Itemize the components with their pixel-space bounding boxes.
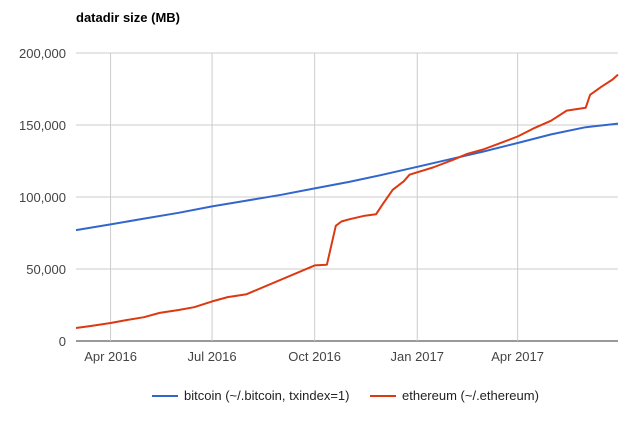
y-tick-label: 200,000 [19, 46, 66, 61]
legend-item-ethereum[interactable]: ethereum (~/.ethereum) [370, 388, 539, 403]
y-tick-label: 50,000 [26, 262, 66, 277]
y-tick-label: 0 [59, 334, 66, 349]
x-tick-label: Jul 2016 [187, 349, 236, 364]
y-tick-label: 100,000 [19, 190, 66, 205]
chart-title: datadir size (MB) [76, 10, 181, 25]
series-line-ethereum[interactable] [75, 73, 619, 329]
x-tick-label: Apr 2016 [84, 349, 137, 364]
legend-swatch-ethereum [370, 394, 396, 397]
x-tick-label: Oct 2016 [288, 349, 341, 364]
x-tick-label: Jan 2017 [391, 349, 445, 364]
grid-lines [76, 52, 618, 342]
x-tick-label: Apr 2017 [491, 349, 544, 364]
series-lines [75, 73, 619, 329]
legend-label-bitcoin: bitcoin (~/.bitcoin, txindex=1) [184, 388, 350, 403]
legend-item-bitcoin[interactable]: bitcoin (~/.bitcoin, txindex=1) [152, 388, 349, 403]
x-axis-ticks: Apr 2016 Jul 2016 Oct 2016 Jan 2017 Apr 2017 [84, 349, 544, 364]
series-line-bitcoin[interactable] [75, 122, 619, 232]
y-axis-ticks: 0 50,000 100,000 150,000 200,000 [19, 46, 66, 349]
y-tick-label: 150,000 [19, 118, 66, 133]
legend-label-ethereum: ethereum (~/.ethereum) [402, 388, 539, 403]
legend-swatch-bitcoin [152, 394, 178, 397]
